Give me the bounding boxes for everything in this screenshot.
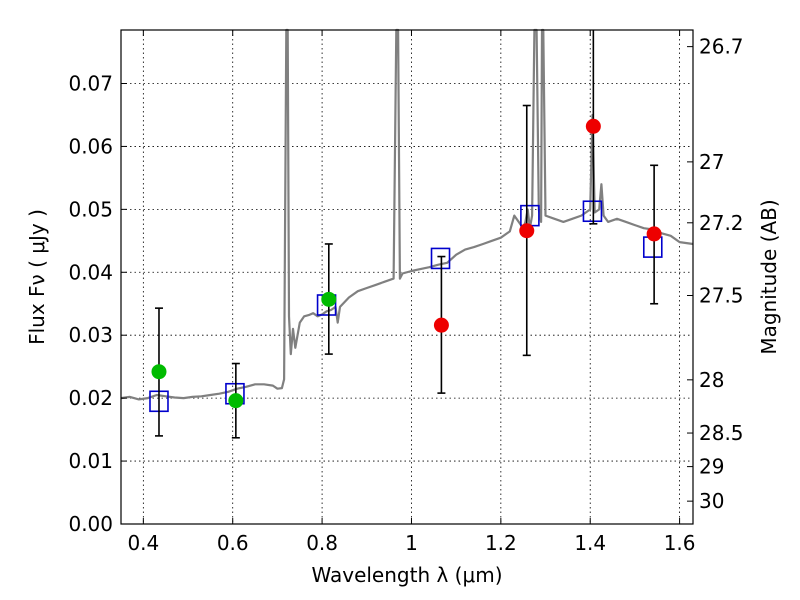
- y2-tick-label: 29: [699, 455, 724, 479]
- spectrum-series: [120, 28, 694, 401]
- measured-series: [151, 118, 662, 409]
- y2-tick-label: 30: [699, 489, 724, 513]
- measured-point: [646, 226, 662, 242]
- x-axis-title: Wavelength λ (μm): [311, 563, 502, 587]
- measured-point: [228, 393, 244, 409]
- y2-tick-label: 28: [699, 368, 724, 392]
- x-tick-label: 1: [405, 531, 418, 555]
- y2-tick-label: 27: [699, 150, 724, 174]
- y2-tick-label: 28.5: [699, 421, 744, 445]
- y2-tick-label: 27.5: [699, 284, 744, 308]
- model-point: [582, 200, 603, 223]
- measured-point: [151, 364, 167, 380]
- measured-point: [433, 317, 449, 333]
- measured-point: [519, 223, 535, 239]
- y-tick-label: 0.05: [68, 197, 113, 221]
- y-tick-label: 0.01: [68, 449, 113, 473]
- spectrum-line: [120, 28, 694, 401]
- x-tick-label: 0.4: [127, 531, 159, 555]
- y2-axis-title: Magnitude (AB): [757, 199, 781, 354]
- ticks: 0.4 0.6 0.8 1 1.2 1.4 1.6 0.00 0.01 0.02 0.03 0.04 0…: [68, 30, 744, 555]
- y2-tick-label: 26.7: [699, 35, 744, 59]
- model-point: [430, 247, 451, 270]
- y-tick-label: 0.07: [68, 71, 113, 95]
- y-tick-label: 0.02: [68, 386, 113, 410]
- y2-tick-label: 27.2: [699, 211, 744, 235]
- x-tick-label: 1.2: [485, 531, 517, 555]
- y-tick-label: 0.00: [68, 512, 113, 536]
- measured-point: [585, 118, 601, 134]
- errorbar-series: [154, 30, 659, 439]
- x-tick-label: 0.6: [217, 531, 249, 555]
- model-series: [149, 200, 663, 413]
- y-tick-label: 0.04: [68, 260, 113, 284]
- y-axis-title: Flux Fν ( μJy ): [25, 209, 49, 345]
- y-tick-label: 0.06: [68, 134, 113, 158]
- y-tick-label: 0.03: [68, 323, 113, 347]
- x-tick-label: 1.6: [664, 531, 696, 555]
- plot-frame: [120, 29, 694, 525]
- x-tick-label: 1.4: [574, 531, 606, 555]
- grid: [121, 30, 693, 525]
- measured-point: [321, 291, 337, 307]
- x-tick-label: 0.8: [306, 531, 338, 555]
